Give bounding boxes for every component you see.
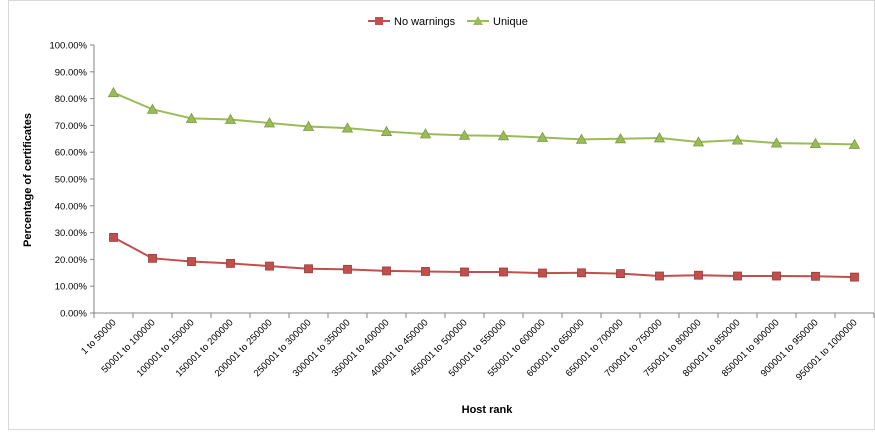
series-layer (107, 86, 861, 282)
legend: No warnings Unique (368, 16, 528, 28)
y-axis-title: Percentage of certificates (22, 113, 34, 247)
data-point (380, 125, 393, 136)
data-point (187, 257, 196, 266)
data-point (811, 271, 820, 281)
data-point (770, 137, 783, 148)
data-point (265, 261, 274, 271)
y-tick-label: 20.00% (55, 255, 88, 266)
x-axis-title: Host rank (462, 404, 514, 416)
data-point (343, 264, 352, 274)
series-line (113, 236, 855, 279)
data-point (499, 267, 508, 277)
legend-label: Unique (493, 16, 528, 28)
data-point (382, 266, 391, 276)
axes (90, 44, 875, 318)
data-point (538, 268, 547, 278)
data-point (421, 267, 430, 276)
data-point (109, 233, 118, 242)
y-tick-label: 70.00% (55, 121, 88, 132)
data-point (614, 132, 627, 144)
data-point (497, 130, 510, 141)
data-point (731, 134, 744, 145)
data-point (655, 271, 664, 281)
data-point (185, 112, 198, 123)
series-unique (107, 86, 861, 149)
y-tick-label: 0.00% (60, 309, 87, 320)
legend-marker-triangle-icon (473, 16, 483, 25)
legend-label: No warnings (394, 16, 456, 28)
data-point (224, 113, 237, 124)
y-tick-label: 90.00% (55, 67, 88, 78)
data-point (419, 128, 432, 139)
data-point (148, 253, 157, 263)
data-point (692, 136, 705, 147)
y-tick-label: 100.00% (49, 41, 87, 52)
y-tick-label: 80.00% (55, 94, 88, 105)
data-point (772, 271, 781, 281)
data-point (226, 259, 235, 268)
data-point (460, 267, 469, 277)
data-point (809, 137, 822, 149)
data-point (146, 103, 159, 114)
y-tick-labels: 0.00% 10.00% 20.00% 30.00% 40.00% 50.00% 60.00… (49, 41, 87, 320)
y-tick-label: 40.00% (55, 201, 88, 212)
data-point (458, 129, 471, 140)
data-point (107, 86, 120, 98)
data-point (733, 271, 742, 281)
legend-marker-square-icon (375, 17, 383, 25)
y-tick-label: 60.00% (55, 148, 88, 159)
chart-border (8, 0, 875, 430)
y-tick-label: 30.00% (55, 228, 88, 239)
y-tick-label: 50.00% (55, 175, 88, 186)
data-point (304, 264, 313, 274)
data-point (653, 132, 666, 143)
data-point (341, 122, 354, 133)
data-point (694, 270, 703, 280)
legend-item: No warnings (368, 16, 456, 28)
data-point (848, 138, 861, 149)
data-point (536, 131, 549, 142)
data-point (263, 117, 276, 128)
data-point (577, 268, 586, 278)
legend-item: Unique (467, 16, 528, 28)
series-no-warnings (109, 233, 859, 282)
data-point (850, 272, 859, 282)
data-point (575, 133, 588, 144)
data-point (302, 120, 315, 131)
series-line (113, 91, 855, 146)
y-tick-label: 10.00% (55, 282, 88, 293)
data-point (616, 269, 625, 279)
